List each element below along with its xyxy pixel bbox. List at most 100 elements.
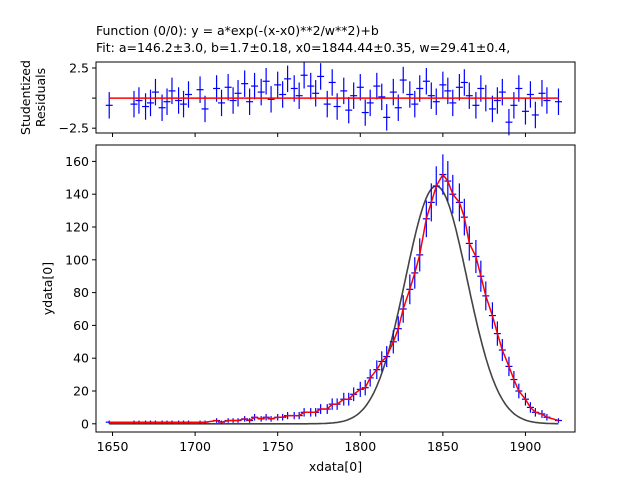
residual-point xyxy=(488,95,496,123)
residual-point xyxy=(521,98,529,125)
residual-point xyxy=(515,75,523,102)
residual-point xyxy=(399,66,407,94)
main-frame xyxy=(95,144,576,433)
residual-point xyxy=(279,81,287,108)
residuals-y-tick-label: 2.5 xyxy=(69,61,89,76)
residual-point xyxy=(147,89,155,117)
x-axis-label: xdata[0] xyxy=(309,459,362,474)
x-tick-label: 1850 xyxy=(427,439,459,454)
residual-point xyxy=(340,77,348,105)
residual-point xyxy=(151,78,159,106)
main-plot-area xyxy=(96,145,575,432)
x-tick-label: 1800 xyxy=(344,439,376,454)
residuals-panel: 2.5 −2.5 StudentizedResiduals xyxy=(18,60,576,137)
x-tick-label: 1900 xyxy=(510,439,542,454)
residual-point xyxy=(465,82,473,109)
residual-point xyxy=(439,71,447,99)
residual-point xyxy=(284,65,292,93)
residual-point xyxy=(455,74,463,101)
residual-point xyxy=(300,62,308,89)
residual-point xyxy=(201,95,209,123)
residual-point xyxy=(290,75,298,102)
residual-point xyxy=(427,82,435,109)
residual-point xyxy=(531,101,539,129)
y-tick-label: 20 xyxy=(73,384,89,399)
residual-point xyxy=(224,74,232,101)
residual-point xyxy=(378,83,386,111)
residual-point xyxy=(526,81,534,108)
y-tick-label: 140 xyxy=(65,187,89,202)
residuals-y-label: StudentizedResiduals xyxy=(18,60,48,135)
residual-point xyxy=(323,90,331,118)
residual-point xyxy=(422,68,430,95)
residual-point xyxy=(510,92,518,119)
residual-point xyxy=(444,77,452,105)
residual-point xyxy=(130,90,138,118)
residual-point xyxy=(543,87,551,114)
residuals-y-tick-label: −2.5 xyxy=(59,121,89,136)
residual-point xyxy=(416,75,424,102)
residual-point xyxy=(105,92,113,119)
y-tick-label: 40 xyxy=(73,351,89,366)
y-tick-label: 160 xyxy=(65,154,89,169)
y-axis-label: ydata[0] xyxy=(40,262,55,315)
fit-title: Fit: a=146.2±3.0, b=1.7±0.18, x0=1844.44… xyxy=(96,40,510,55)
residuals-frame xyxy=(95,61,576,134)
y-tick-label: 100 xyxy=(65,252,89,267)
y-tick-label: 80 xyxy=(73,285,89,300)
residual-point xyxy=(274,71,282,99)
residual-point xyxy=(163,88,171,115)
residual-point xyxy=(538,80,546,107)
residual-point xyxy=(493,87,501,114)
residual-point xyxy=(295,82,303,109)
residual-point xyxy=(213,75,221,102)
residual-point xyxy=(184,81,192,108)
residual-point xyxy=(383,104,391,131)
residual-point xyxy=(135,87,143,114)
residual-point xyxy=(554,88,562,115)
residual-point xyxy=(168,77,176,105)
residual-point xyxy=(406,81,414,108)
residual-point xyxy=(373,72,381,100)
y-tick-label: 60 xyxy=(73,318,89,333)
residual-point xyxy=(328,69,336,96)
function-title: Function (0/0): y = a*exp(-(x-x0)**2/w**… xyxy=(96,23,379,38)
residual-point xyxy=(307,72,315,100)
residual-point xyxy=(229,87,237,114)
residuals-y-label-line: Residuals xyxy=(33,68,48,127)
residual-point xyxy=(257,78,265,106)
y-tick-label: 0 xyxy=(81,416,89,431)
residual-point xyxy=(477,75,485,102)
main-panel: 1650 1700 1750 1800 1850 1900 0 20 40 60 80 100 120 1… xyxy=(40,144,576,474)
residual-point xyxy=(411,90,419,118)
residual-point xyxy=(498,78,506,106)
residual-point xyxy=(356,74,364,101)
residual-point xyxy=(158,94,166,121)
residual-point xyxy=(262,68,270,95)
x-tick-label: 1700 xyxy=(179,439,211,454)
residual-point xyxy=(472,92,480,119)
fit-curve xyxy=(109,173,559,423)
residual-point xyxy=(350,82,358,109)
residual-point xyxy=(394,94,402,121)
residual-point xyxy=(317,63,325,90)
residual-point xyxy=(175,87,183,114)
residual-point xyxy=(251,72,259,100)
residual-point xyxy=(218,89,226,117)
main-plot-content xyxy=(105,154,562,425)
residual-point xyxy=(241,70,249,97)
residual-point xyxy=(345,96,353,124)
residual-point xyxy=(361,99,369,126)
residual-point xyxy=(449,89,457,117)
y-tick-label: 120 xyxy=(65,220,89,235)
residuals-y-label-line: Studentized xyxy=(18,60,33,135)
residual-point xyxy=(366,89,374,117)
residual-point xyxy=(460,69,468,96)
residual-point xyxy=(246,88,254,115)
residual-point xyxy=(234,80,242,107)
residual-point xyxy=(389,78,397,106)
residual-point xyxy=(505,108,513,136)
residual-point xyxy=(267,86,275,113)
x-tick-label: 1750 xyxy=(262,439,294,454)
